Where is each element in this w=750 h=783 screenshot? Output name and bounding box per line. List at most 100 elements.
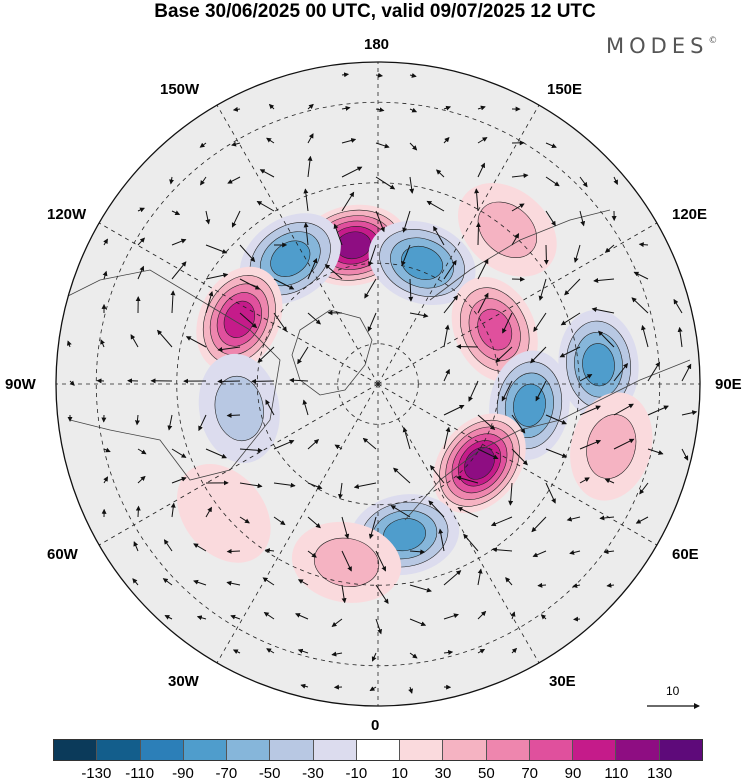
wind-arrow — [409, 107, 418, 113]
wind-arrow — [511, 203, 525, 212]
colorbar-swatch — [356, 740, 401, 760]
wind-arrow — [364, 278, 377, 299]
wind-arrow — [259, 169, 275, 178]
wind-arrow — [490, 516, 513, 527]
wind-arrow — [511, 647, 518, 654]
wind-arrow — [331, 618, 343, 627]
lon-label-90e: 90E — [715, 376, 742, 393]
wind-arrow — [545, 210, 556, 227]
wind-arrow — [297, 648, 309, 654]
colorbar-swatch — [486, 740, 530, 760]
brand-logo: MODES© — [606, 34, 717, 58]
wind-arrow — [393, 467, 411, 484]
wind-arrow — [239, 516, 250, 524]
wind-arrow — [338, 482, 343, 500]
wind-arrow — [593, 278, 615, 283]
wind-arrow — [613, 362, 629, 382]
wind-arrow — [409, 176, 415, 194]
colorbar-swatch — [400, 740, 444, 760]
wind-arrow — [375, 550, 386, 572]
wind-arrow — [324, 264, 343, 280]
graticule — [56, 62, 700, 706]
wind-arrow — [341, 72, 350, 78]
wind-arrow — [647, 448, 664, 455]
wind-arrow — [307, 550, 317, 558]
wind-arrow — [193, 579, 207, 586]
colorbar — [53, 739, 703, 761]
wind-arrow — [456, 475, 479, 484]
wind-arrow — [545, 176, 560, 187]
wind-arrow — [307, 439, 320, 450]
wind-arrow — [307, 103, 314, 110]
lon-label-30w: 30W — [168, 673, 199, 690]
lon-label-60e: 60E — [672, 546, 699, 563]
wind-arrow — [638, 242, 649, 248]
wind-arrow — [681, 363, 692, 382]
wind-arrow — [199, 142, 207, 148]
wind-arrow — [239, 447, 263, 453]
anomaly-contour — [214, 375, 264, 442]
wind-arrow — [227, 176, 241, 184]
wind-arrow — [331, 651, 343, 657]
colorbar-swatch — [443, 740, 487, 760]
wind-arrow — [362, 437, 377, 450]
wind-arrow — [297, 346, 309, 365]
colorbar-tick-label: 70 — [521, 765, 538, 782]
wind-arrow — [564, 278, 581, 296]
wind-arrow — [409, 652, 418, 659]
meridian-line — [377, 212, 675, 385]
wind-arrow — [137, 237, 145, 246]
wind-arrow — [603, 549, 615, 555]
wind-arrow — [369, 686, 377, 692]
wind-arrow — [163, 539, 173, 552]
wind-arrow — [226, 412, 241, 418]
wind-arrow — [132, 578, 139, 586]
wind-arrow — [265, 399, 275, 416]
wind-arrow — [239, 244, 256, 263]
colorbar-swatch — [227, 740, 271, 760]
wind-arrow — [232, 106, 241, 112]
lon-label-120w: 120W — [47, 206, 87, 223]
wind-arrow — [307, 482, 323, 490]
wind-arrow — [409, 142, 418, 151]
anomaly-alaska-low — [239, 213, 341, 305]
wind-arrow — [353, 482, 377, 489]
chart-title: Base 30/06/2025 00 UTC, valid 09/07/2025… — [154, 1, 596, 22]
wind-arrow — [409, 73, 417, 78]
wind-arrow — [443, 613, 459, 620]
wind-arrow — [532, 550, 547, 558]
wind-arrow — [289, 377, 309, 383]
wind-arrow — [569, 550, 581, 555]
wind-arrow — [502, 312, 513, 334]
wind-arrow — [677, 326, 683, 348]
wind-arrow — [579, 405, 601, 416]
wind-arrow — [303, 222, 309, 246]
wind-arrow — [533, 312, 547, 332]
wind-arrow — [409, 618, 427, 627]
wind-arrow — [133, 541, 139, 552]
wind-arrow — [232, 649, 241, 654]
wind-arrow — [681, 448, 689, 461]
wind-arrow — [438, 528, 445, 552]
vector-scale-label: 10 — [666, 684, 680, 698]
wind-arrow — [443, 259, 457, 280]
wind-arrow — [231, 141, 241, 147]
wind-arrow — [103, 238, 108, 246]
wind-arrow — [100, 339, 105, 348]
wind-arrow — [598, 330, 615, 348]
wind-arrow — [545, 482, 556, 504]
wind-arrow — [681, 410, 698, 416]
wind-arrow — [162, 578, 173, 586]
wind-arrow — [341, 138, 357, 144]
wind-arrow — [647, 405, 669, 416]
wind-arrow — [545, 448, 568, 458]
wind-arrow — [426, 200, 445, 212]
wind-arrow — [239, 278, 261, 290]
wind-arrow — [508, 482, 514, 506]
wind-arrow — [307, 155, 313, 178]
wind-arrow — [531, 516, 547, 533]
wind-arrow — [443, 404, 465, 416]
wind-arrow — [573, 244, 581, 263]
wind-arrow — [266, 648, 275, 654]
